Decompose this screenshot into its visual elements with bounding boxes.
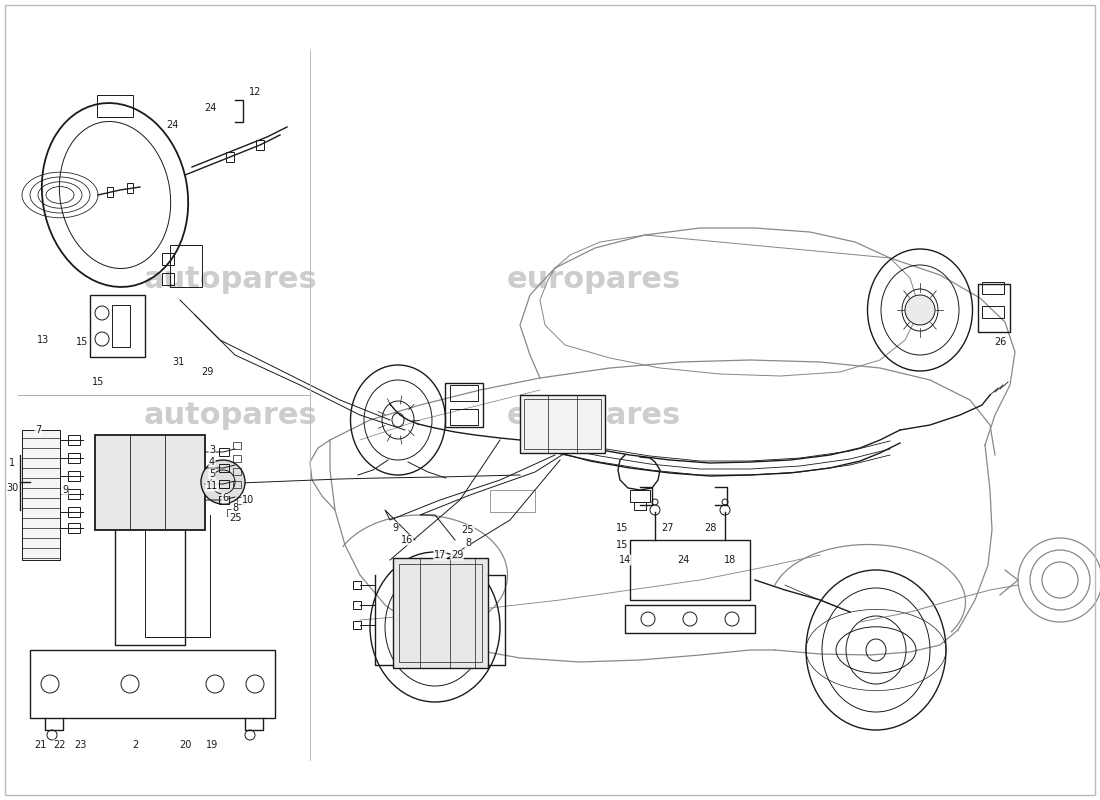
Text: 17: 17 [433, 550, 447, 560]
Bar [978, 284, 1010, 332]
Text: 22: 22 [54, 740, 66, 750]
Text: 29: 29 [451, 550, 463, 560]
Bar [625, 605, 755, 633]
Bar [450, 385, 478, 401]
Text: 23: 23 [74, 740, 86, 750]
Bar [236, 497, 245, 504]
Bar [630, 540, 750, 600]
Text: 11: 11 [206, 481, 218, 491]
Text: 30: 30 [6, 483, 18, 493]
Circle shape [905, 295, 935, 325]
Text: 28: 28 [704, 523, 716, 533]
Bar [520, 395, 605, 453]
Text: 24: 24 [166, 120, 178, 130]
Bar [226, 152, 234, 162]
Bar [68, 453, 80, 463]
Text: 15: 15 [76, 337, 88, 347]
Text: 24: 24 [204, 103, 217, 113]
Bar [233, 481, 241, 488]
Text: 31: 31 [172, 357, 184, 367]
Text: 15: 15 [616, 523, 628, 533]
Bar [353, 621, 361, 629]
Bar [634, 502, 646, 510]
Text: 21: 21 [34, 740, 46, 750]
Bar [95, 435, 205, 530]
Bar [126, 183, 133, 193]
Text: 29: 29 [201, 367, 213, 377]
Text: 25: 25 [229, 513, 241, 523]
Bar [68, 507, 80, 517]
Bar [68, 471, 80, 481]
Bar [219, 480, 229, 488]
Text: 8: 8 [232, 503, 238, 513]
Text: 25: 25 [462, 525, 474, 535]
Bar [233, 455, 241, 462]
Text: 2: 2 [132, 740, 139, 750]
Circle shape [201, 460, 245, 504]
Bar [256, 140, 264, 150]
Bar [353, 601, 361, 609]
Bar [219, 464, 229, 472]
Bar [68, 435, 80, 445]
Bar [90, 295, 145, 357]
Bar [162, 273, 174, 285]
Text: autopares: autopares [144, 266, 318, 294]
Bar [450, 409, 478, 425]
Bar [68, 489, 80, 499]
Text: 5: 5 [209, 469, 216, 479]
Bar [982, 306, 1004, 318]
Text: 10: 10 [242, 495, 254, 505]
Bar [982, 282, 1004, 294]
Text: 19: 19 [206, 740, 218, 750]
Text: 3: 3 [209, 445, 216, 455]
Text: 14: 14 [619, 555, 631, 565]
Bar [97, 95, 133, 117]
Text: europares: europares [507, 402, 681, 430]
Text: 6: 6 [222, 493, 228, 503]
Bar [112, 305, 130, 347]
Text: 20: 20 [179, 740, 191, 750]
Bar [219, 448, 229, 456]
Text: 7: 7 [35, 425, 41, 435]
Bar [233, 442, 241, 449]
Text: 9: 9 [392, 523, 398, 533]
Bar [630, 490, 650, 502]
Text: 15: 15 [91, 377, 104, 387]
Bar [170, 245, 202, 287]
Bar [162, 253, 174, 265]
Text: 13: 13 [37, 335, 50, 345]
Text: 12: 12 [249, 87, 261, 97]
Text: 1: 1 [9, 458, 15, 468]
Text: 26: 26 [993, 337, 1007, 347]
Text: europares: europares [507, 266, 681, 294]
Bar [107, 187, 113, 197]
Bar [524, 399, 601, 449]
Bar [233, 468, 241, 475]
Bar [393, 558, 488, 668]
Text: 24: 24 [676, 555, 690, 565]
Text: 16: 16 [400, 535, 414, 545]
Bar [219, 496, 229, 504]
Bar [446, 383, 483, 427]
Bar [68, 523, 80, 533]
Bar [490, 490, 535, 512]
Text: 18: 18 [724, 555, 736, 565]
Bar [227, 509, 235, 516]
Text: 9: 9 [62, 485, 68, 495]
Bar [22, 430, 61, 560]
Text: 27: 27 [662, 523, 674, 533]
Bar [399, 564, 482, 662]
Text: 4: 4 [209, 457, 216, 467]
Text: 15: 15 [616, 540, 628, 550]
Text: autopares: autopares [144, 402, 318, 430]
Bar [353, 581, 361, 589]
Text: 8: 8 [465, 538, 471, 548]
Bar [30, 650, 275, 718]
